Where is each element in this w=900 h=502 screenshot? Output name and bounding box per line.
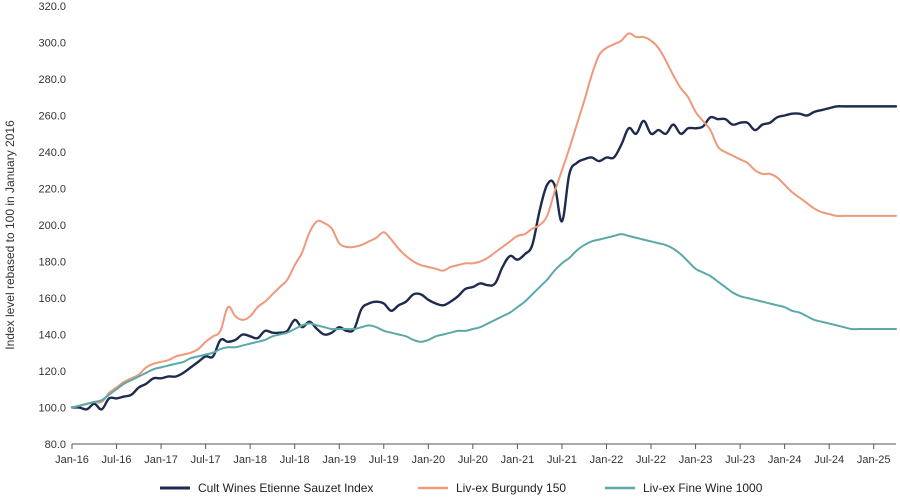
series-line-3 bbox=[71, 233, 897, 409]
y-tick-label: 80.0 bbox=[45, 439, 66, 451]
x-tick-label: Jul-19 bbox=[369, 454, 399, 466]
legend-label: Liv-ex Burgundy 150 bbox=[456, 481, 566, 495]
x-tick-label: Jan-24 bbox=[768, 454, 802, 466]
x-tick-label: Jul-17 bbox=[191, 454, 221, 466]
y-tick-label: 100.0 bbox=[38, 403, 66, 415]
y-axis-title: Index level rebased to 100 in January 20… bbox=[3, 120, 17, 350]
y-tick-label: 120.0 bbox=[38, 366, 66, 378]
y-tick-label: 280.0 bbox=[38, 74, 66, 86]
x-tick-label: Jan-20 bbox=[412, 454, 446, 466]
y-tick-label: 260.0 bbox=[38, 111, 66, 123]
legend-label: Liv-ex Fine Wine 1000 bbox=[643, 481, 763, 495]
series-line-2 bbox=[71, 32, 897, 409]
series-layer bbox=[70, 32, 898, 411]
x-tick-label: Jul-16 bbox=[102, 454, 132, 466]
legend-label: Cult Wines Etienne Sauzet Index bbox=[198, 481, 373, 495]
x-tick-label: Jul-24 bbox=[814, 454, 844, 466]
x-tick-label: Jan-21 bbox=[501, 454, 535, 466]
x-tick-label: Jan-16 bbox=[55, 454, 89, 466]
y-tick-label: 140.0 bbox=[38, 330, 66, 342]
series-line-1 bbox=[70, 105, 898, 411]
x-tick-label: Jan-18 bbox=[233, 454, 267, 466]
y-tick-label: 300.0 bbox=[38, 38, 66, 50]
y-tick-label: 240.0 bbox=[38, 147, 66, 159]
y-tick-label: 320.0 bbox=[38, 1, 66, 13]
x-tick-label: Jul-21 bbox=[547, 454, 577, 466]
x-tick-label: Jul-18 bbox=[280, 454, 310, 466]
x-tick-label: Jan-17 bbox=[144, 454, 178, 466]
y-axis-ticks: 80.0 100.0 120.0 140.0 160.0 180.0 200.0 220.0 2… bbox=[38, 1, 66, 451]
y-tick-label: 200.0 bbox=[38, 220, 66, 232]
y-tick-label: 160.0 bbox=[38, 293, 66, 305]
x-tick-label: Jul-23 bbox=[725, 454, 755, 466]
x-tick-label: Jan-19 bbox=[322, 454, 356, 466]
x-axis: Jan-16 Jul-16 Jan-17 Jul-17 Jan-18 Jul-18 Jan-… bbox=[55, 443, 896, 466]
x-tick-label: Jan-23 bbox=[679, 454, 713, 466]
x-tick-label: Jul-20 bbox=[458, 454, 488, 466]
x-tick-label: Jan-22 bbox=[590, 454, 624, 466]
x-tick-label: Jan-25 bbox=[857, 454, 891, 466]
x-tick-label: Jul-22 bbox=[636, 454, 666, 466]
y-tick-label: 220.0 bbox=[38, 184, 66, 196]
legend: Cult Wines Etienne Sauzet Index Liv-ex Bu… bbox=[160, 481, 763, 495]
y-tick-label: 180.0 bbox=[38, 257, 66, 269]
